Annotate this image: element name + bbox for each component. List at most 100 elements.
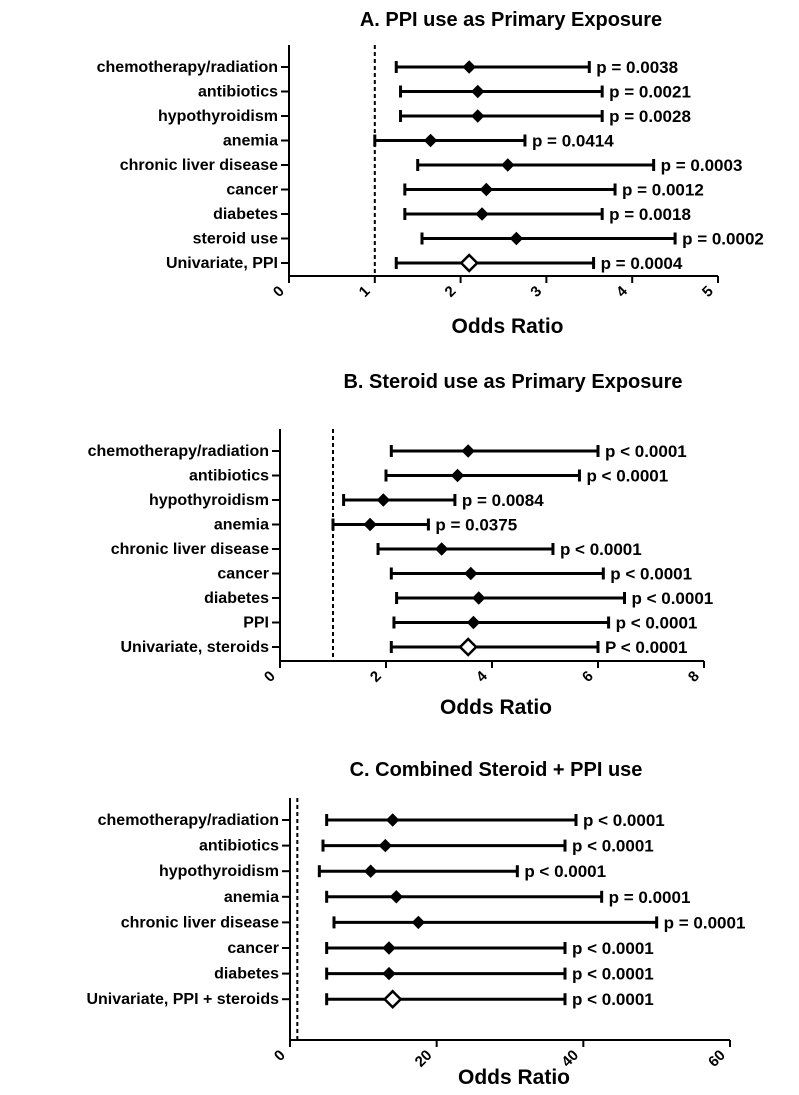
odds-ratio-marker <box>462 60 476 74</box>
p-value-label: p = 0.0038 <box>596 58 678 77</box>
row-label: cancer <box>217 566 269 583</box>
x-tick-label: 5 <box>699 283 717 301</box>
row-label: chronic liver disease <box>111 541 269 558</box>
panel-title: B. Steroid use as Primary Exposure <box>343 371 682 393</box>
x-axis-title: Odds Ratio <box>458 1066 570 1089</box>
p-value-label: p = 0.0001 <box>664 913 746 932</box>
odds-ratio-marker <box>382 941 396 955</box>
odds-ratio-marker <box>363 517 377 532</box>
p-value-label: p = 0.0003 <box>661 156 743 175</box>
odds-ratio-marker <box>472 591 486 605</box>
x-tick-label: 0 <box>270 283 288 301</box>
odds-ratio-marker <box>509 231 524 246</box>
x-tick-label: 4 <box>613 282 631 300</box>
p-value-label: P < 0.0001 <box>605 638 687 657</box>
row-label: PPI <box>243 615 269 632</box>
odds-ratio-marker <box>385 813 400 827</box>
odds-ratio-marker <box>378 838 393 853</box>
p-value-label: p < 0.0001 <box>560 540 642 559</box>
p-value-label: p < 0.0001 <box>572 837 654 856</box>
p-value-label: p < 0.0001 <box>586 467 668 486</box>
odds-ratio-marker <box>501 158 515 172</box>
x-axis-title: Odds Ratio <box>440 696 552 719</box>
odds-ratio-marker <box>479 182 494 197</box>
p-value-label: p = 0.0002 <box>682 230 764 249</box>
p-value-label: p = 0.0012 <box>622 181 704 200</box>
panel-title: C. Combined Steroid + PPI use <box>350 759 643 781</box>
p-value-label: p < 0.0001 <box>583 811 665 830</box>
odds-ratio-marker <box>471 109 485 123</box>
x-tick-label: 3 <box>527 283 545 301</box>
row-label: cancer <box>226 182 278 199</box>
odds-ratio-marker <box>464 566 478 581</box>
x-tick-label: 2 <box>367 668 385 686</box>
p-value-label: p = 0.0021 <box>609 83 691 102</box>
p-value-label: p = 0.0004 <box>601 254 683 273</box>
x-tick-label: 8 <box>685 668 703 686</box>
row-label: Univariate, PPI <box>166 255 278 272</box>
odds-ratio-marker-open <box>458 637 478 657</box>
odds-ratio-marker <box>461 444 475 458</box>
row-label: antibiotics <box>198 84 278 101</box>
ppi-panel: A. PPI use as Primary Exposure 0 1 2 3 4 5 chem… <box>97 9 764 338</box>
p-value-label: p = 0.0018 <box>609 205 691 224</box>
odds-ratio-marker <box>376 493 391 507</box>
odds-ratio-marker <box>434 542 449 556</box>
row-label: diabetes <box>214 966 279 983</box>
x-tick-label: 6 <box>579 668 597 686</box>
odds-ratio-marker <box>450 468 465 483</box>
x-tick-label: 20 <box>412 1047 436 1071</box>
row-label: chemotherapy/radiation <box>88 443 269 460</box>
odds-ratio-marker <box>389 890 404 904</box>
x-tick-label: 4 <box>473 667 491 685</box>
p-value-label: p = 0.0028 <box>609 107 691 126</box>
p-value-label: p < 0.0001 <box>572 939 654 958</box>
p-value-label: p = 0.0414 <box>532 132 614 151</box>
odds-ratio-marker <box>411 915 426 930</box>
odds-ratio-marker <box>363 864 378 878</box>
p-value-label: p < 0.0001 <box>572 990 654 1009</box>
odds-ratio-marker <box>382 966 396 981</box>
row-label: anemia <box>223 133 278 150</box>
row-label: chronic liver disease <box>120 157 278 174</box>
odds-ratio-marker <box>466 615 481 630</box>
p-value-label: p < 0.0001 <box>610 565 692 584</box>
x-tick-label: 2 <box>442 283 460 301</box>
steroid-panel: B. Steroid use as Primary Exposure 0 2 4 6 8 c… <box>88 371 714 719</box>
p-value-label: p < 0.0001 <box>632 589 714 608</box>
row-label: steroid use <box>193 231 278 248</box>
p-value-label: p = 0.0375 <box>435 516 517 535</box>
x-tick-label: 0 <box>261 668 279 686</box>
row-label: Univariate, steroids <box>121 639 270 656</box>
p-value-label: p = 0.0084 <box>462 491 544 510</box>
x-tick-label: 1 <box>356 283 374 301</box>
panel-title: A. PPI use as Primary Exposure <box>360 9 662 31</box>
row-label: diabetes <box>204 590 269 607</box>
p-value-label: p < 0.0001 <box>605 442 687 461</box>
row-label: hypothyroidism <box>158 108 278 125</box>
p-value-label: p < 0.0001 <box>524 862 606 881</box>
row-label: Univariate, PPI + steroids <box>86 991 279 1008</box>
row-label: chemotherapy/radiation <box>98 812 279 829</box>
x-tick-label: 0 <box>271 1047 289 1065</box>
row-label: chemotherapy/radiation <box>97 59 278 76</box>
row-label: hypothyroidism <box>149 492 269 509</box>
row-label: anemia <box>224 889 279 906</box>
row-label: cancer <box>227 940 279 957</box>
x-axis-title: Odds Ratio <box>451 315 563 338</box>
odds-ratio-marker <box>423 133 438 148</box>
row-label: antibiotics <box>199 838 279 855</box>
p-value-label: p < 0.0001 <box>572 965 654 984</box>
p-value-label: p = 0.0001 <box>609 888 691 907</box>
row-label: diabetes <box>213 206 278 223</box>
row-label: anemia <box>214 517 269 534</box>
row-label: chronic liver disease <box>121 914 279 931</box>
odds-ratio-marker <box>471 84 485 99</box>
row-label: hypothyroidism <box>159 863 279 880</box>
odds-ratio-marker <box>475 207 489 221</box>
p-value-label: p < 0.0001 <box>616 614 698 633</box>
row-label: antibiotics <box>189 468 269 485</box>
odds-ratio-marker-open <box>459 253 479 273</box>
